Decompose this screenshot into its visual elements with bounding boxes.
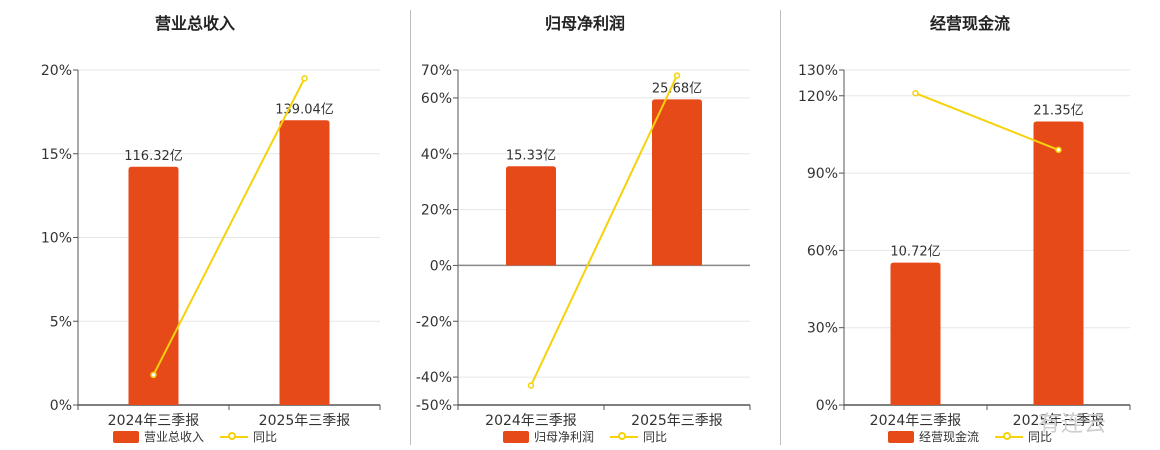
legend-bar-label: 经营现金流 (918, 430, 979, 444)
y-tick-label: 0% (816, 398, 838, 414)
legend-bar-swatch (502, 430, 529, 443)
y-tick-label: 90% (807, 166, 838, 182)
panel-divider (410, 10, 411, 445)
line-point (912, 89, 919, 97)
legend-line-label: 同比 (643, 430, 668, 444)
x-tick-label: 2024年三季报 (108, 413, 200, 429)
y-tick-label: 10% (41, 231, 72, 247)
line-point (301, 75, 308, 82)
y-tick-label: 0% (50, 398, 72, 414)
bar (652, 99, 702, 266)
bar (279, 120, 330, 405)
line-series (152, 77, 306, 376)
line-point (673, 72, 681, 79)
x-tick-label: 2025年三季报 (631, 413, 723, 429)
legend-item-line[interactable]: 同比 (610, 428, 667, 445)
y-tick-label: 130% (798, 63, 838, 79)
watermark: 有连云 (1038, 412, 1108, 437)
legend-line-swatch (220, 431, 248, 443)
legend-bar-label: 营业总收入 (143, 430, 204, 444)
y-tick-label: 60% (421, 91, 452, 107)
bar (1033, 121, 1084, 406)
bar-value-label: 116.32亿 (124, 149, 183, 164)
chart-svg-revenue: 0% 5% 10% 15% 20% 2024年三季报 2025年三季报 116.32亿 139.… (41, 63, 381, 429)
bar-value-label: 25.68亿 (652, 81, 702, 96)
legend-item-bar[interactable]: 归母净利润 (502, 428, 594, 445)
y-tick-label: 120% (798, 89, 838, 105)
chart-legend: 归母净利润 同比 (390, 428, 780, 445)
x-tick-label: 2025年三季报 (1013, 413, 1105, 429)
legend-item-line[interactable]: 同比 (220, 428, 277, 445)
y-tick-label: 40% (421, 147, 452, 163)
chart-panel-net-profit: 归母净利润 -50% -40% -20% 0% 20% 40% 60% 70% 2024年三季报… (390, 0, 780, 450)
y-tick-label: -40% (416, 370, 452, 386)
x-tick-label: 2024年三季报 (485, 413, 577, 429)
panel-divider (780, 10, 781, 445)
y-tick-label: 20% (421, 203, 452, 219)
chart-title: 经营现金流 (929, 14, 1010, 33)
bar-value-label: 15.33亿 (506, 148, 556, 163)
chart-panel-revenue: 营业总收入 0% 5% 10% 15% 20% 2024年三季报 2025年三季报 116.3… (0, 0, 390, 450)
bar-value-label: 139.04亿 (275, 102, 334, 117)
chart-title: 归母净利润 (544, 14, 625, 33)
y-tick-label: 5% (50, 314, 72, 330)
line-point (527, 382, 535, 389)
chart-legend: 经营现金流 同比 (780, 428, 1160, 445)
y-tick-label: 60% (807, 243, 838, 259)
y-tick-label: 70% (421, 63, 452, 79)
line-point (150, 371, 157, 379)
legend-bar-swatch (112, 430, 139, 443)
x-tick-label: 2025年三季报 (259, 413, 351, 429)
legend-line-label: 同比 (1028, 430, 1053, 444)
legend-item-bar[interactable]: 营业总收入 (112, 428, 204, 445)
bar (128, 166, 179, 405)
y-tick-label: -20% (416, 314, 452, 330)
line-point (1055, 146, 1062, 154)
legend-line-label: 同比 (253, 430, 278, 444)
y-tick-label: 20% (41, 63, 72, 79)
x-tick-label: 2024年三季报 (870, 413, 962, 429)
bar (890, 262, 941, 405)
y-tick-label: 0% (430, 258, 452, 274)
chart-svg-net-profit: -50% -40% -20% 0% 20% 40% 60% 70% 2024年三季报 2025年三… (416, 63, 751, 429)
y-tick-label: 15% (41, 147, 72, 163)
chart-svg-cash-flow: 0% 30% 60% 90% 120% 130% 2024年三季报 2025年三季报 10.72… (798, 63, 1131, 429)
legend-bar-swatch (887, 430, 914, 443)
chart-title: 营业总收入 (154, 14, 235, 33)
line-series (915, 92, 1059, 151)
legend-item-line[interactable]: 同比 (995, 428, 1052, 445)
legend-item-bar[interactable]: 经营现金流 (887, 428, 979, 445)
bar (506, 166, 556, 266)
legend-line-swatch (995, 431, 1023, 443)
chart-panel-cash-flow: 经营现金流 0% 30% 60% 90% 120% 130% 2024年三季报 2025年三季… (780, 0, 1160, 450)
chart-legend: 营业总收入 同比 (0, 428, 390, 445)
legend-line-swatch (610, 431, 638, 443)
bar-value-label: 21.35亿 (1033, 104, 1083, 119)
y-tick-label: 30% (807, 321, 838, 337)
legend-bar-label: 归母净利润 (533, 430, 594, 444)
line-series (530, 75, 678, 386)
bar-value-label: 10.72亿 (890, 245, 940, 260)
y-tick-label: -50% (416, 398, 452, 414)
